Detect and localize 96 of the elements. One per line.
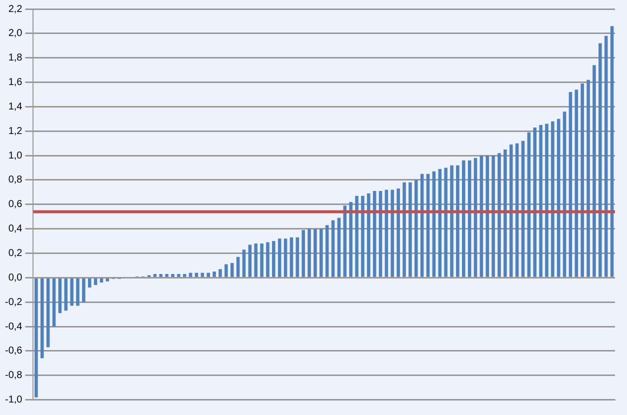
y-tick-label: 0,8 xyxy=(8,174,23,186)
bar xyxy=(414,180,418,277)
bar xyxy=(40,278,44,358)
bar xyxy=(598,43,602,277)
bar xyxy=(248,244,252,277)
bar xyxy=(206,272,210,277)
bar xyxy=(504,149,507,277)
bar xyxy=(242,250,246,277)
bar xyxy=(515,143,519,277)
bar xyxy=(468,160,472,277)
bar xyxy=(402,182,406,277)
bar xyxy=(260,243,264,277)
y-tick-label: -0,2 xyxy=(4,296,23,308)
bar xyxy=(46,278,50,348)
y-tick-label: 1,2 xyxy=(8,126,23,137)
bar xyxy=(94,278,98,286)
y-tick-label: -0,4 xyxy=(4,321,23,332)
bar xyxy=(498,153,501,277)
bar xyxy=(76,278,80,306)
bar xyxy=(236,256,240,277)
bar xyxy=(218,269,222,277)
y-tick-label: -1,0 xyxy=(4,394,23,406)
y-tick-label: 0,6 xyxy=(8,199,23,210)
bar xyxy=(474,158,478,277)
bar xyxy=(34,278,38,398)
bar xyxy=(153,274,157,277)
y-tick-label: 0,4 xyxy=(8,224,23,235)
bar xyxy=(64,278,68,311)
bar xyxy=(308,228,311,277)
y-tick-label: -0,6 xyxy=(4,346,23,357)
bar xyxy=(367,193,370,277)
bar xyxy=(272,241,276,277)
y-tick-label: -0,8 xyxy=(4,370,23,382)
y-tick-label: 1,6 xyxy=(8,77,23,88)
bar xyxy=(325,225,329,277)
bar xyxy=(580,83,584,277)
bar xyxy=(331,220,335,277)
y-tick-label: 2,2 xyxy=(8,4,23,15)
bar xyxy=(254,243,258,277)
bar xyxy=(284,238,288,277)
bar xyxy=(302,230,305,277)
bar xyxy=(462,160,466,277)
bar xyxy=(82,278,86,302)
y-tick-label: 0,0 xyxy=(8,272,23,284)
bar xyxy=(230,263,234,277)
bar xyxy=(480,156,484,277)
bar xyxy=(450,165,454,277)
bar xyxy=(320,228,323,277)
bar xyxy=(551,121,554,277)
bar xyxy=(604,36,608,277)
y-tick-label: 1,4 xyxy=(8,101,23,112)
bar xyxy=(88,278,92,288)
y-tick-label: 0,2 xyxy=(8,248,23,259)
bar xyxy=(355,196,358,277)
bar xyxy=(266,242,270,277)
bar xyxy=(177,274,180,277)
bar xyxy=(492,156,495,277)
bar xyxy=(486,156,489,277)
bar xyxy=(521,140,525,277)
bar xyxy=(58,278,62,314)
bar xyxy=(182,274,186,277)
y-tick-label: 2,0 xyxy=(8,28,23,40)
bar xyxy=(592,65,596,277)
bar xyxy=(159,274,162,277)
bar xyxy=(568,92,572,277)
bar xyxy=(296,237,300,277)
bar xyxy=(556,118,560,277)
bar xyxy=(349,202,352,277)
bar xyxy=(539,125,542,277)
bar xyxy=(106,278,110,282)
y-tick-label: 1,0 xyxy=(8,150,23,162)
bar xyxy=(212,272,216,277)
bar xyxy=(456,165,460,277)
bar xyxy=(509,144,513,277)
bar xyxy=(165,274,168,277)
bar xyxy=(171,274,174,277)
bar xyxy=(70,278,74,306)
bar xyxy=(314,228,317,277)
bar xyxy=(545,124,548,277)
bar xyxy=(438,168,442,277)
bar xyxy=(408,182,412,277)
bar xyxy=(290,237,294,277)
bar xyxy=(574,90,578,277)
y-tick-label: 1,8 xyxy=(8,52,23,64)
bar xyxy=(444,168,448,277)
bar xyxy=(586,80,590,277)
bar xyxy=(562,112,566,277)
bar xyxy=(278,238,282,277)
bar xyxy=(533,127,536,277)
bar xyxy=(52,278,56,327)
bar xyxy=(361,196,364,277)
bar xyxy=(396,188,400,277)
bar xyxy=(337,218,341,277)
bar xyxy=(610,26,614,277)
bar xyxy=(527,132,531,277)
bar xyxy=(224,264,228,277)
